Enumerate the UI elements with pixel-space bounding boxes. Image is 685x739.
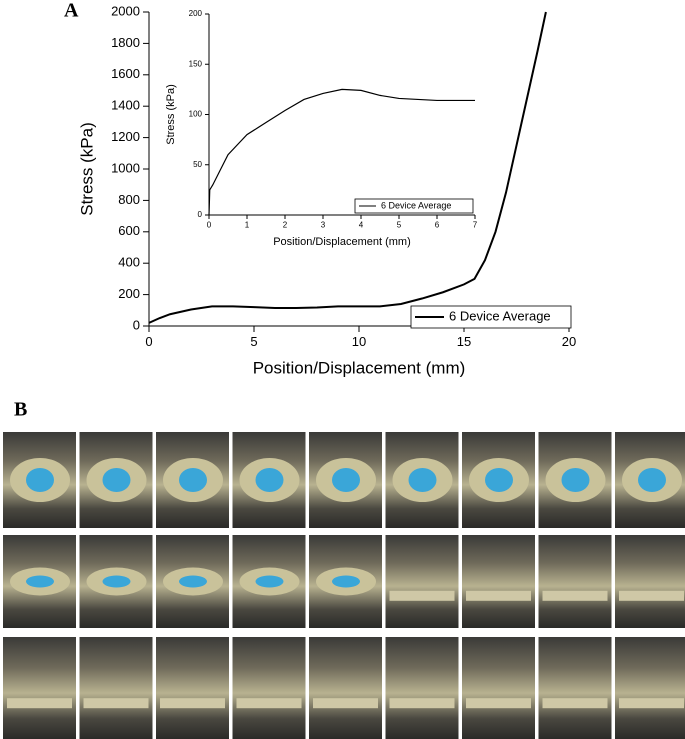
photo — [615, 535, 685, 628]
panel-label: B — [14, 399, 27, 421]
photo-detail — [7, 698, 72, 709]
photo-detail — [332, 468, 360, 492]
x-tick-label: 20 — [562, 334, 576, 349]
photo-detail — [466, 590, 531, 601]
photo-detail — [619, 590, 684, 601]
photo — [156, 637, 229, 739]
x-tick-label: 7 — [473, 221, 478, 230]
photo-detail — [542, 698, 608, 709]
photo — [232, 637, 306, 739]
y-tick-label: 400 — [118, 255, 140, 270]
x-tick-label: 10 — [352, 334, 366, 349]
photo — [385, 637, 459, 739]
photo-detail — [255, 468, 284, 492]
y-axis-label: Stress (kPa) — [77, 122, 96, 216]
y-tick-label: 2000 — [111, 3, 140, 18]
x-tick-label: 15 — [457, 334, 471, 349]
x-axis-label: Position/Displacement (mm) — [273, 236, 411, 248]
photo — [3, 637, 76, 739]
x-tick-label: 3 — [321, 221, 326, 230]
photo — [615, 637, 685, 739]
y-axis-label: Stress (kPa) — [165, 84, 177, 145]
photo-detail — [619, 698, 684, 709]
data-line — [208, 88, 475, 216]
y-tick-label: 800 — [118, 192, 140, 207]
photo-detail — [313, 698, 378, 709]
photo-detail — [83, 698, 149, 709]
legend-box — [410, 305, 572, 329]
data-line — [148, 11, 547, 324]
photo-detail — [102, 575, 131, 588]
y-tick-label: 100 — [189, 110, 203, 119]
x-axis-label: Position/Displacement (mm) — [253, 358, 466, 377]
y-tick-label: 600 — [118, 223, 140, 238]
legend-box — [354, 198, 474, 214]
photo-grid — [3, 432, 685, 739]
photo-detail — [26, 575, 54, 588]
y-tick-label: 200 — [189, 9, 203, 18]
x-tick-label: 4 — [359, 221, 364, 230]
photo — [462, 535, 535, 628]
photo-detail — [389, 698, 455, 709]
photo-detail — [561, 468, 590, 492]
x-tick-label: 5 — [250, 334, 257, 349]
photo-detail — [102, 468, 131, 492]
photo — [79, 637, 153, 739]
photo-detail — [389, 590, 455, 601]
legend-label: 6 Device Average — [449, 308, 551, 323]
y-tick-label: 50 — [193, 160, 202, 169]
y-tick-label: 1600 — [111, 66, 140, 81]
x-tick-label: 5 — [397, 221, 402, 230]
photo — [385, 535, 459, 628]
x-tick-label: 0 — [207, 221, 212, 230]
photo-detail — [179, 575, 207, 588]
panel-label: A — [64, 0, 79, 22]
photo-detail — [179, 468, 207, 492]
photo — [538, 637, 612, 739]
photo-detail — [408, 468, 437, 492]
x-tick-label: 2 — [283, 221, 288, 230]
x-tick-label: 6 — [435, 221, 440, 230]
legend-label: 6 Device Average — [381, 200, 451, 210]
photo-detail — [542, 590, 608, 601]
photo-detail — [255, 575, 284, 588]
y-tick-label: 150 — [189, 59, 203, 68]
y-tick-label: 1800 — [111, 35, 140, 50]
y-tick-label: 1400 — [111, 98, 140, 113]
y-tick-label: 200 — [118, 286, 140, 301]
x-tick-label: 0 — [145, 334, 152, 349]
photo-detail — [466, 698, 531, 709]
photo-detail — [26, 468, 54, 492]
y-tick-label: 1200 — [111, 129, 140, 144]
photo-detail — [332, 575, 360, 588]
photo — [462, 637, 535, 739]
photo-detail — [160, 698, 225, 709]
y-tick-label: 0 — [198, 210, 203, 219]
photo — [538, 535, 612, 628]
photo-detail — [236, 698, 302, 709]
photo-detail — [638, 468, 666, 492]
y-tick-label: 0 — [133, 317, 140, 332]
photo — [309, 637, 382, 739]
photo-detail — [485, 468, 513, 492]
y-tick-label: 1000 — [111, 160, 140, 175]
x-tick-label: 1 — [245, 221, 250, 230]
